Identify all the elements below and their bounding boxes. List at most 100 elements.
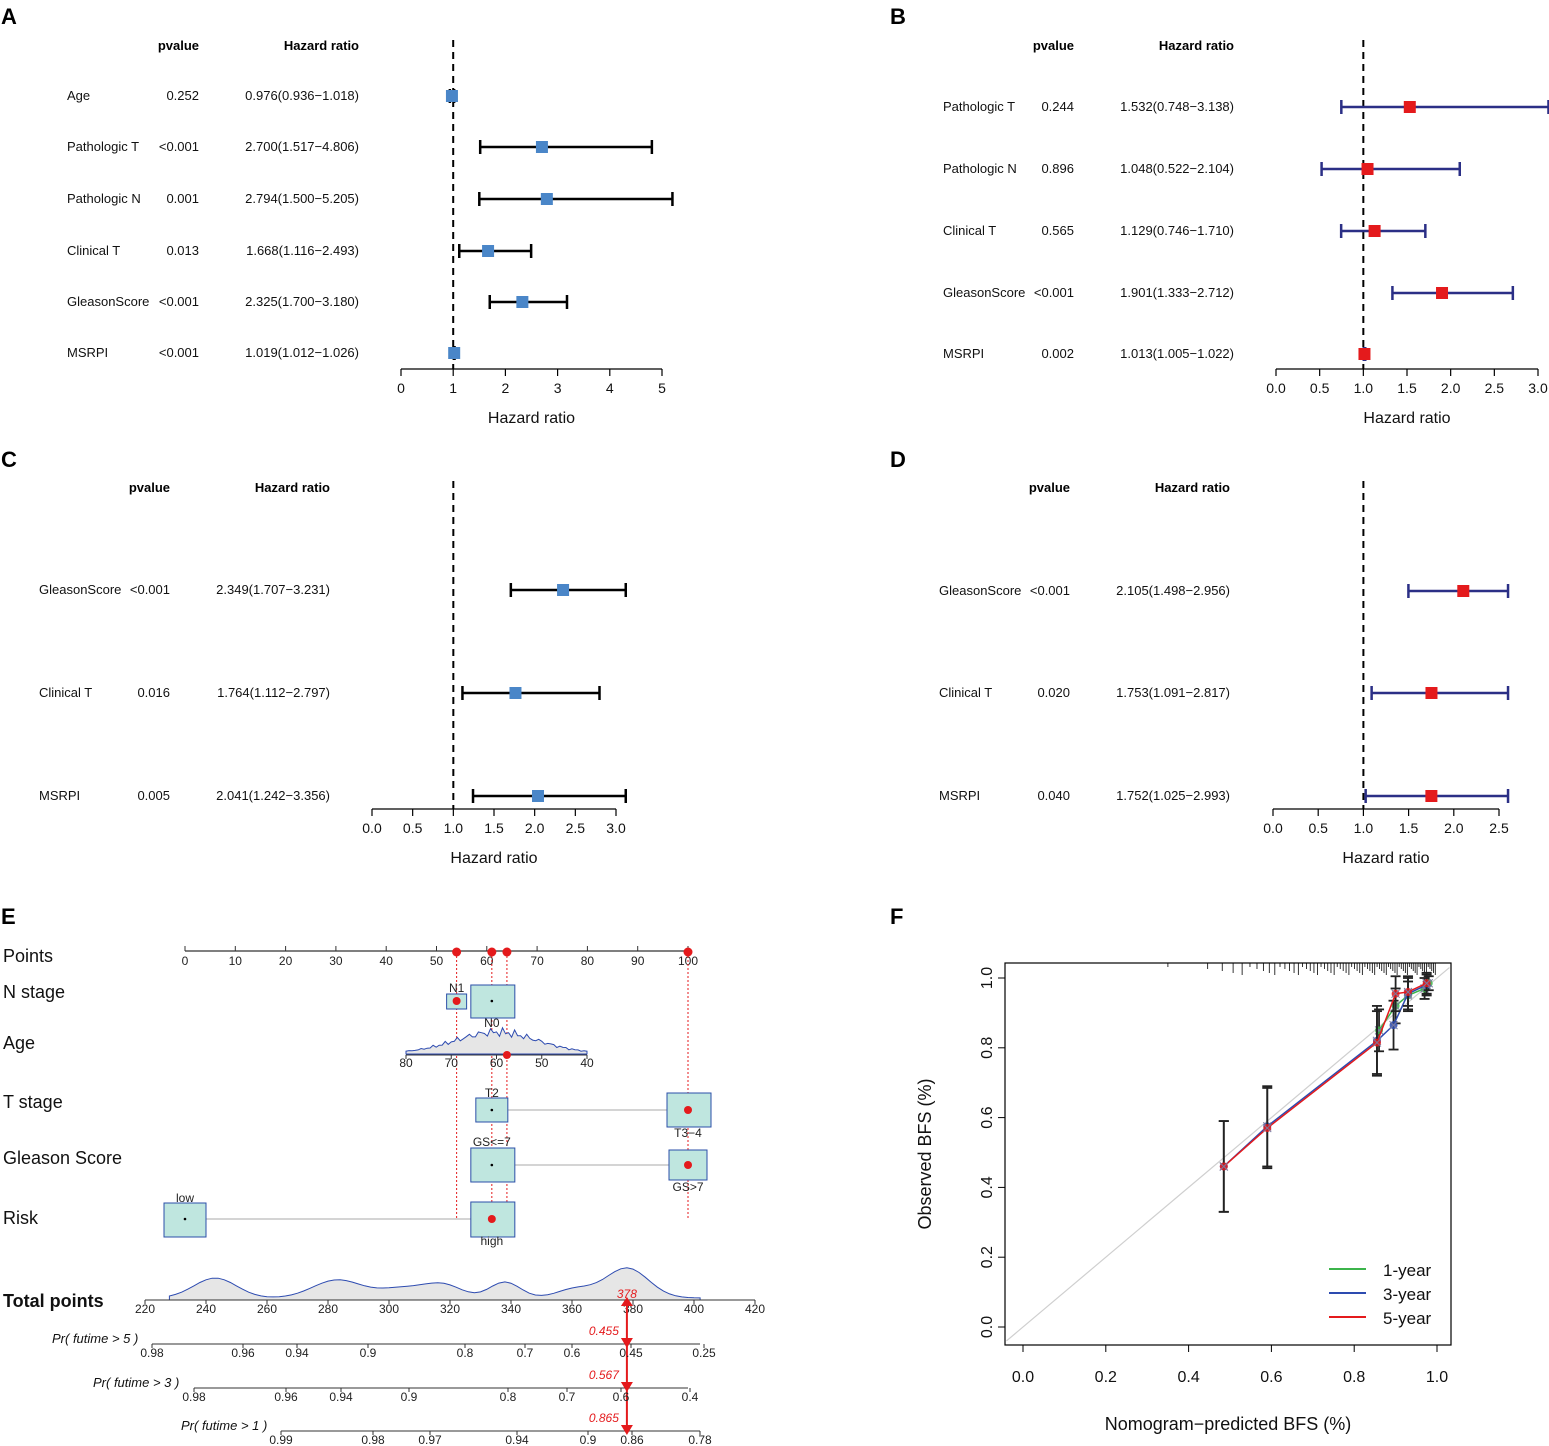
probability-tick-label: 0.98	[361, 1433, 385, 1446]
pvalue-header: pvalue	[129, 480, 170, 495]
panel-label-b: B	[890, 4, 906, 29]
selected-level-marker	[684, 1161, 692, 1169]
x-axis-title: Nomogram−predicted BFS (%)	[1105, 1414, 1352, 1434]
x-tick-label: 0	[397, 380, 405, 396]
probability-axis: Pr( futime > 5 )0.98 0.96 0.94 0.9 0.8 0.7 0.6…	[52, 1324, 716, 1360]
variable-label: MSRPI	[939, 788, 980, 803]
hazard-ratio-label: 1.048(0.522−2.104)	[1120, 161, 1234, 176]
probability-axis: Pr( futime > 1 )0.99 0.98 0.97 0.94 0.9 0.86 0…	[181, 1411, 712, 1446]
hazard-ratio-marker	[1403, 101, 1416, 113]
probability-tick-label: 0.96	[274, 1390, 298, 1404]
points-tick-label: 40	[380, 954, 394, 968]
hazard-ratio-label: 2.794(1.500−5.205)	[245, 191, 359, 206]
x-tick-label: 0.5	[1310, 380, 1330, 396]
hazard-ratio-label: 2.700(1.517−4.806)	[245, 139, 359, 154]
hazard-ratio-marker	[557, 584, 570, 596]
series-3	[1218, 971, 1432, 1213]
total-points-density	[168, 1267, 701, 1301]
t2-label: T2	[485, 1086, 499, 1100]
x-tick-label: 1.0	[1354, 380, 1374, 396]
forest-row: MSRPI 0.040 1.752(1.025−2.993)	[939, 788, 1510, 803]
x-axis-title: Hazard ratio	[1342, 850, 1429, 867]
x-tick-label: 3.0	[606, 820, 626, 836]
y-tick-label: 0.8	[979, 1037, 996, 1059]
x-tick-label: 0.8	[1343, 1369, 1365, 1386]
probability-tick-label: 0.9	[580, 1433, 597, 1446]
hazard-ratio-label: 1.753(1.091−2.817)	[1116, 685, 1230, 700]
hazard-ratio-label: 0.976(0.936−1.018)	[245, 88, 359, 103]
total-selected-value: 378	[617, 1287, 637, 1301]
pvalue-label: 0.565	[1041, 223, 1074, 238]
level-dot	[490, 999, 494, 1003]
probability-value: 0.455	[589, 1324, 619, 1338]
variable-label: GleasonScore	[67, 294, 149, 309]
total-tick-label: 260	[257, 1302, 277, 1316]
probability-tick-label: 0.7	[559, 1390, 576, 1404]
points-tick-label: 70	[530, 954, 544, 968]
pvalue-label: 0.896	[1041, 161, 1074, 176]
variable-label: Pathologic T	[67, 139, 139, 154]
age-tick-label: 40	[580, 1056, 594, 1070]
hazard-ratio-label: 1.532(0.748−3.138)	[1120, 99, 1234, 114]
selected-point-marker	[502, 947, 512, 957]
probability-tick-label: 0.9	[401, 1390, 418, 1404]
hazard-ratio-marker	[509, 687, 522, 699]
variable-label: Clinical T	[943, 223, 996, 238]
selected-level-marker	[452, 997, 461, 1005]
x-tick-label: 1.5	[484, 820, 504, 836]
x-tick-label: 4	[606, 380, 614, 396]
probability-tick-label: 0.8	[457, 1346, 474, 1360]
risk-high-label: high	[480, 1234, 503, 1248]
points-tick-label: 90	[631, 954, 645, 968]
pvalue-label: 0.252	[166, 88, 199, 103]
legend-label: 3-year	[1383, 1285, 1432, 1304]
y-tick-label: 0.0	[979, 1316, 996, 1338]
pvalue-label: 0.005	[137, 788, 170, 803]
hazard-ratio-label: 1.752(1.025−2.993)	[1116, 788, 1230, 803]
forest-row: GleasonScore <0.001 2.105(1.498−2.956)	[939, 583, 1510, 598]
probability-value: 0.865	[589, 1411, 619, 1425]
panel-label-e: E	[1, 904, 16, 929]
forest-row: Clinical T 0.013 1.668(1.116−2.493)	[67, 243, 533, 258]
x-tick-label: 2.5	[566, 820, 586, 836]
probability-tick-label: 0.25	[692, 1346, 716, 1360]
probability-tick-label: 0.94	[329, 1390, 353, 1404]
level-dot	[490, 1163, 494, 1167]
points-tick-label: 0	[182, 954, 189, 968]
forest-row: GleasonScore <0.001 1.901(1.333−2.712)	[943, 285, 1515, 300]
gs-low-label: GS<=7	[473, 1135, 511, 1149]
total-tick-label: 280	[318, 1302, 338, 1316]
probability-arrow	[620, 1338, 633, 1348]
pvalue-header: pvalue	[1029, 480, 1070, 495]
gs-high-label: GS>7	[672, 1180, 703, 1194]
points-tick-label: 10	[229, 954, 243, 968]
variable-label: MSRPI	[39, 788, 80, 803]
forest-row: GleasonScore <0.001 2.349(1.707−3.231)	[39, 582, 628, 597]
x-tick-label: 2.0	[1444, 820, 1464, 836]
hazard-ratio-label: 2.349(1.707−3.231)	[216, 582, 330, 597]
forest-row: Age 0.252 0.976(0.936−1.018)	[67, 88, 458, 103]
total-tick-label: 400	[684, 1302, 704, 1316]
total-tick-label: 320	[440, 1302, 460, 1316]
hazard-ratio-header: Hazard ratio	[1155, 480, 1230, 495]
x-tick-label: 2	[502, 380, 510, 396]
hazard-ratio-label: 1.129(0.746−1.710)	[1120, 223, 1234, 238]
variable-label: Clinical T	[67, 243, 120, 258]
x-tick-label: 2.0	[1441, 380, 1461, 396]
hazard-ratio-label: 1.764(1.112−2.797)	[217, 685, 330, 700]
t34-label: T3−4	[674, 1126, 702, 1140]
x-tick-label: 0.4	[1177, 1369, 1199, 1386]
probability-tick-label: 0.8	[500, 1390, 517, 1404]
x-tick-label: 2.5	[1489, 820, 1509, 836]
probability-axis: Pr( futime > 3 )0.98 0.96 0.94 0.9 0.8 0.7 0.6…	[93, 1368, 699, 1404]
forest-row: Clinical T 0.020 1.753(1.091−2.817)	[939, 685, 1510, 700]
hazard-ratio-header: Hazard ratio	[255, 480, 330, 495]
x-axis-title: Hazard ratio	[488, 410, 575, 427]
points-tick-label: 20	[279, 954, 293, 968]
probability-tick-label: 0.4	[682, 1390, 699, 1404]
pvalue-label: 0.020	[1037, 685, 1070, 700]
total-tick-label: 420	[745, 1302, 765, 1316]
x-tick-label: 2.0	[525, 820, 545, 836]
variable-label: Clinical T	[939, 685, 992, 700]
